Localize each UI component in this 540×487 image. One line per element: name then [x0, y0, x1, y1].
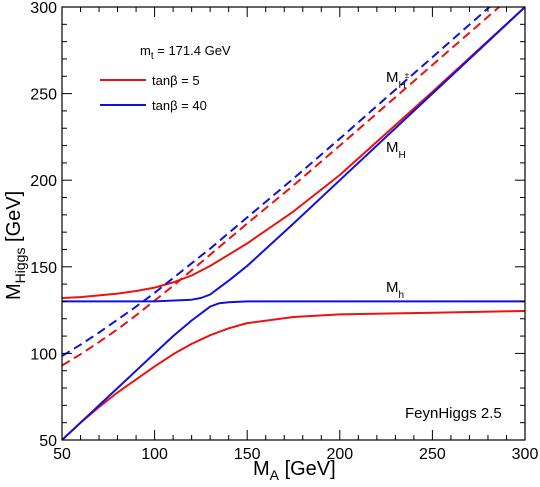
- curves-layer: [62, 7, 525, 440]
- legend-label-tanb40: tanβ = 40: [152, 98, 207, 113]
- plot-frame: [61, 6, 526, 441]
- y-tick-label: 200: [30, 173, 57, 190]
- x-tick-label: 200: [326, 446, 353, 463]
- x-tick-label: 50: [53, 446, 71, 463]
- x-axis-title: MA [GeV]: [253, 458, 336, 483]
- series-line-tanb5-MHpm: [62, 7, 501, 367]
- series-line-tanb40-MHpm: [62, 7, 492, 357]
- ticks-layer: 50 100 150 200 250 300 50 100 150 200 250 300: [30, 0, 538, 463]
- annotation-mhpm: MH±: [386, 69, 410, 91]
- x-tick-label: 150: [234, 446, 261, 463]
- annotation-mH: MH: [386, 139, 406, 161]
- x-tick-label: 300: [512, 446, 539, 463]
- x-tick-label: 250: [419, 446, 446, 463]
- y-tick-label: 250: [30, 87, 57, 104]
- y-tick-label: 100: [30, 346, 57, 363]
- y-tick-label: 300: [30, 0, 57, 17]
- y-tick-label: 150: [30, 260, 57, 277]
- legend-header: mt = 171.4 GeV: [140, 43, 231, 62]
- program-label: FeynHiggs 2.5: [405, 405, 502, 422]
- y-axis-title: MHiggs [GeV]: [3, 191, 28, 300]
- series-line-tanb40-Mh: [62, 300, 525, 440]
- annotation-mh: Mh: [386, 279, 404, 301]
- y-tick-label: 50: [39, 433, 57, 450]
- series-line-tanb40-MH: [62, 7, 525, 303]
- x-tick-label: 100: [141, 446, 168, 463]
- legend-label-tanb5: tanβ = 5: [152, 73, 200, 88]
- series-line-tanb5-MH: [62, 7, 525, 299]
- series-line-tanb5-Mh: [62, 310, 525, 440]
